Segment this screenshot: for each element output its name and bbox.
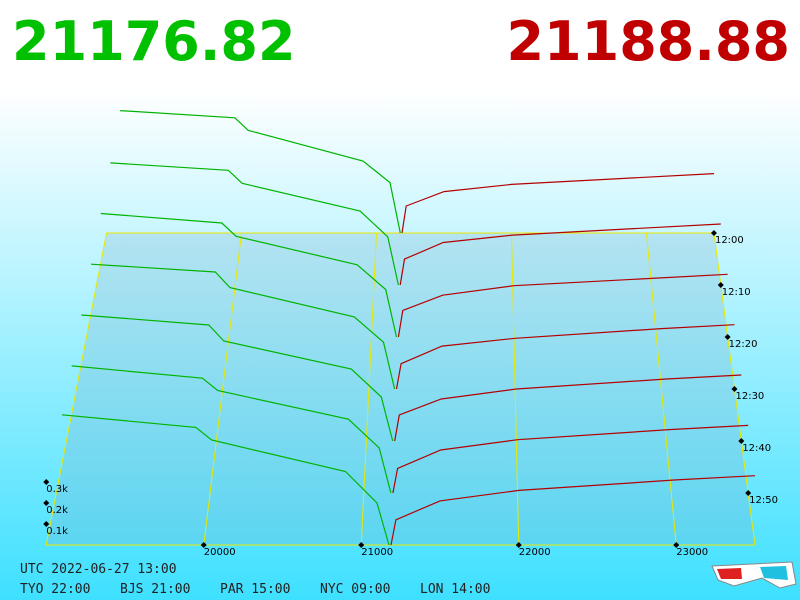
ask-depth-line <box>401 173 715 234</box>
utc-time: UTC 2022-06-27 13:00 <box>20 562 177 577</box>
zone-time: LON 14:00 <box>420 582 490 597</box>
bid-depth-line <box>90 263 396 390</box>
volume-tick <box>43 521 50 527</box>
grid-line <box>645 232 677 546</box>
x-tick <box>200 542 207 548</box>
time-tick <box>731 386 738 392</box>
x-tick-label: 22000 <box>519 547 551 558</box>
bid-depth-line <box>120 110 401 234</box>
time-tick <box>717 282 724 288</box>
time-tick <box>724 334 731 340</box>
zone-time: BJS 21:00 <box>120 582 190 597</box>
ask-depth-line <box>395 324 735 390</box>
bid-depth-line <box>81 314 394 442</box>
3d-glasses-icon <box>711 561 797 589</box>
time-tick-label: 12:00 <box>715 235 744 246</box>
x-tick-label: 23000 <box>676 547 708 558</box>
x-tick-label: 20000 <box>204 547 236 558</box>
time-tick-label: 12:40 <box>742 443 771 454</box>
time-tick-label: 12:50 <box>749 495 778 506</box>
ask-depth-line <box>390 475 756 546</box>
time-zones: TYO 22:00 BJS 21:00 PAR 15:00 NYC 09:00 LON … <box>20 582 490 597</box>
bid-depth-line <box>61 414 390 546</box>
x-tick-label: 21000 <box>361 547 393 558</box>
volume-tick <box>43 479 50 485</box>
time-tick-label: 12:30 <box>735 391 764 402</box>
ask-depth-line <box>399 223 721 286</box>
ask-depth-line <box>392 424 749 494</box>
x-tick <box>673 542 680 548</box>
bid-depth-line <box>110 162 399 286</box>
volume-tick-label: 0.1k <box>46 526 68 537</box>
x-tick <box>358 542 365 548</box>
volume-tick <box>43 500 50 506</box>
bid-price: 21176.82 <box>12 10 296 73</box>
grid-line <box>360 232 378 546</box>
time-tick <box>745 490 752 496</box>
volume-tick-label: 0.2k <box>46 505 68 516</box>
ask-price: 21188.88 <box>506 10 790 73</box>
time-tick <box>738 438 745 444</box>
bid-depth-line <box>71 365 392 494</box>
plot: 20000 21000 22000 23000 12:00 12:10 12:20 12:30… <box>43 110 778 558</box>
zone-time: PAR 15:00 <box>220 582 290 597</box>
zone-time: TYO 22:00 <box>20 582 90 597</box>
volume-tick-label: 0.3k <box>46 484 68 495</box>
x-tick <box>515 542 522 548</box>
time-tick-label: 12:20 <box>729 339 758 350</box>
time-tick-label: 12:10 <box>722 287 751 298</box>
time-tick <box>710 230 717 236</box>
zone-time: NYC 09:00 <box>320 582 390 597</box>
ask-depth-line <box>397 273 728 338</box>
bid-depth-line <box>100 212 398 338</box>
ask-depth-line <box>394 374 742 442</box>
grid-line <box>203 232 243 546</box>
